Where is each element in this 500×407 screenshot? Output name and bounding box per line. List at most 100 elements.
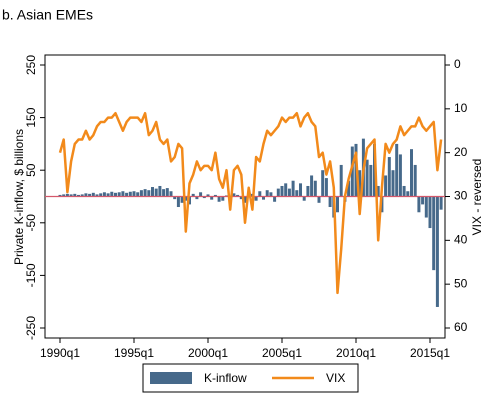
bar (284, 183, 288, 197)
bar (276, 188, 280, 197)
bar (421, 196, 425, 205)
bar (384, 175, 388, 197)
bar (110, 191, 114, 197)
bar (99, 193, 103, 197)
bar (117, 192, 121, 197)
y-tick-label: 150 (24, 107, 38, 127)
legend-label: K-inflow (204, 371, 247, 385)
bar (243, 196, 247, 203)
bar (199, 192, 203, 197)
bar (69, 194, 73, 197)
bar (306, 185, 310, 197)
bar (128, 191, 132, 197)
bar (254, 196, 258, 201)
y2-tick-label: 10 (454, 101, 468, 115)
bar (273, 196, 277, 202)
bar (165, 188, 169, 197)
bar (176, 196, 180, 208)
bar (287, 188, 291, 197)
bar (236, 194, 240, 197)
bar (391, 170, 395, 197)
bar (439, 196, 443, 210)
bar (132, 191, 136, 197)
bar (80, 194, 84, 197)
bar (313, 180, 317, 197)
legend-label: VIX (326, 371, 345, 385)
bar (350, 146, 354, 197)
x-tick-label: 2000q1 (188, 346, 228, 360)
bar (125, 192, 129, 197)
bar (102, 192, 106, 197)
bar (84, 193, 88, 197)
bar (410, 149, 413, 197)
bar (173, 196, 177, 200)
y-tick-label: -250 (24, 316, 38, 340)
x-tick-label: 2005q1 (262, 346, 302, 360)
bar (398, 154, 402, 197)
bar (65, 193, 69, 197)
x-tick-label: 1995q1 (114, 346, 154, 360)
bar (358, 170, 362, 197)
bar (321, 170, 325, 197)
y2-tick-label: 20 (454, 145, 468, 159)
bar (188, 196, 191, 205)
bar (387, 157, 391, 197)
bar (347, 180, 351, 197)
y-tick-label: -50 (24, 214, 38, 232)
x-tick-label: 2010q1 (336, 346, 376, 360)
y2-tick-label: 30 (454, 189, 468, 203)
bar (95, 194, 99, 197)
bar (73, 193, 77, 197)
bar (428, 196, 432, 229)
bar (324, 178, 328, 197)
bar (239, 196, 243, 200)
y2-tick-label: 50 (454, 276, 468, 290)
bar (365, 159, 369, 197)
bar (339, 164, 343, 197)
bar (376, 185, 380, 197)
bar (280, 185, 284, 197)
bar (406, 191, 410, 197)
bar (299, 183, 302, 197)
bar (221, 196, 225, 201)
bar (258, 191, 262, 197)
vix-line (58, 111, 443, 295)
bar (91, 192, 95, 197)
bar (424, 196, 428, 218)
bar (121, 191, 125, 197)
y2-tick-label: 60 (454, 320, 468, 334)
bar (147, 190, 151, 197)
chart-title: b. Asian EMEs (2, 7, 93, 23)
y-tick-label: 250 (24, 55, 38, 75)
y-tick-label: 50 (24, 163, 38, 177)
bar (310, 175, 314, 197)
bar (232, 193, 236, 197)
bar (369, 164, 373, 197)
y2-axis-label: VIX - reversed (470, 159, 484, 236)
bar (191, 193, 195, 197)
bar (169, 191, 173, 197)
x-tick-label: 1990q1 (40, 346, 80, 360)
y-axis-label: Private K-inflow, $ billions (12, 129, 26, 265)
bar (395, 143, 399, 197)
bar (162, 189, 166, 197)
bar (151, 187, 154, 197)
bar (88, 193, 92, 197)
y2-tick-label: 40 (454, 233, 468, 247)
bar (269, 192, 273, 197)
bar (114, 192, 117, 197)
bar (336, 196, 339, 213)
bar (139, 190, 143, 197)
bar (158, 185, 162, 197)
bar (213, 194, 217, 197)
bar (413, 164, 417, 197)
bar (328, 196, 332, 208)
bar (184, 196, 188, 201)
bar (432, 196, 436, 271)
bar (435, 196, 439, 307)
y2-tick-label: 0 (454, 57, 461, 71)
bar (106, 193, 110, 197)
bar (202, 196, 206, 199)
bar (136, 192, 140, 197)
